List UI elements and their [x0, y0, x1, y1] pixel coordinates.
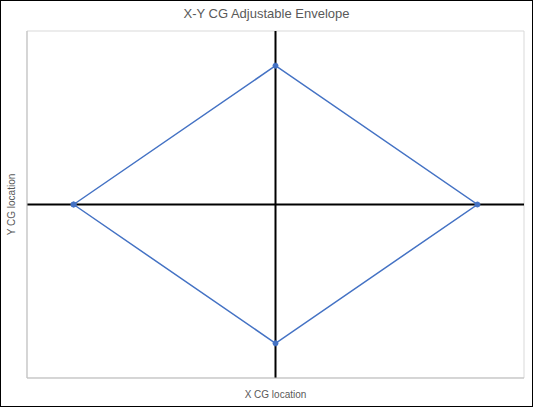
svg-text:Y CG location: Y CG location: [6, 174, 17, 236]
svg-text:X CG location: X CG location: [245, 389, 307, 400]
html-text:X-Y CG Adjustable Envelope: X-Y CG Adjustable Envelope: [183, 6, 350, 21]
